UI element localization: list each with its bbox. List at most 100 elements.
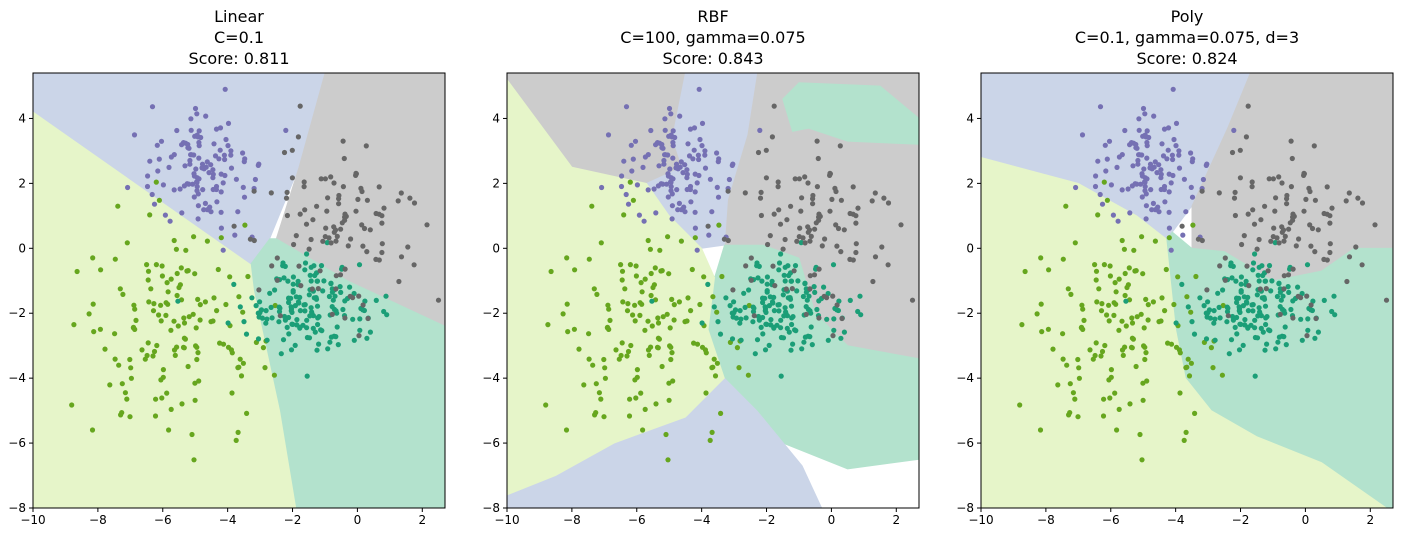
scatter-point — [1243, 299, 1250, 305]
scatter-point — [173, 246, 179, 252]
scatter-point — [670, 143, 676, 149]
scatter-point — [707, 437, 713, 443]
scatter-point — [792, 263, 799, 269]
scatter-point — [1229, 149, 1236, 156]
scatter-point — [1114, 164, 1120, 170]
scatter-point — [367, 227, 373, 233]
scatter-point — [297, 308, 303, 314]
scatter-point — [283, 127, 289, 133]
scatter-point — [778, 325, 784, 331]
scatter-point — [777, 221, 784, 227]
scatter-point — [788, 203, 794, 209]
scatter-point — [1233, 278, 1239, 284]
scatter-point — [776, 207, 782, 213]
plot-title-line: Score: 0.843 — [662, 49, 763, 68]
scatter-point — [280, 337, 287, 343]
scatter-point — [599, 184, 605, 191]
scatter-point — [1245, 103, 1251, 109]
scatter-point — [1226, 351, 1232, 357]
scatter-point — [1264, 341, 1270, 347]
scatter-point — [1250, 302, 1256, 308]
scatter-point — [285, 278, 291, 284]
scatter-point — [1191, 331, 1198, 337]
scatter-point — [772, 283, 778, 289]
scatter-point — [336, 192, 342, 199]
scatter-point — [302, 267, 308, 273]
scatter-point — [572, 267, 578, 273]
scatter-point — [324, 240, 330, 246]
scatter-point — [214, 199, 220, 205]
scatter-point — [1281, 286, 1287, 292]
scatter-point — [732, 307, 739, 313]
scatter-point — [363, 143, 369, 149]
scatter-point — [589, 203, 595, 209]
scatter-point — [1079, 132, 1086, 138]
scatter-point — [122, 390, 128, 396]
scatter-point — [794, 238, 800, 244]
scatter-point — [1065, 286, 1071, 292]
scatter-point — [691, 147, 697, 153]
scatter-point — [807, 334, 813, 340]
scatter-point — [838, 335, 844, 341]
scatter-point — [1158, 171, 1164, 177]
scatter-point — [320, 238, 326, 244]
scatter-point — [320, 288, 326, 294]
scatter-point — [665, 171, 671, 177]
scatter-point — [1173, 120, 1180, 126]
scatter-point — [329, 311, 335, 317]
scatter-point — [329, 289, 335, 295]
scatter-point — [834, 302, 840, 308]
scatter-point — [563, 427, 570, 433]
scatter-point — [1284, 201, 1290, 207]
scatter-point — [304, 325, 310, 331]
scatter-point — [1290, 266, 1296, 272]
scatter-point — [1252, 373, 1258, 379]
scatter-point — [1250, 260, 1257, 266]
scatter-point — [308, 236, 314, 243]
scatter-point — [706, 232, 712, 238]
scatter-point — [620, 299, 626, 305]
scatter-point — [780, 246, 786, 252]
scatter-point — [811, 284, 817, 290]
scatter-point — [814, 184, 821, 190]
scatter-point — [1241, 294, 1247, 300]
scatter-point — [325, 195, 331, 201]
scatter-point — [197, 302, 203, 308]
scatter-point — [1175, 274, 1181, 280]
scatter-point — [168, 276, 174, 282]
scatter-point — [1176, 148, 1182, 154]
scatter-point — [1092, 262, 1098, 268]
scatter-point — [799, 195, 805, 201]
scatter-point — [805, 229, 811, 235]
scatter-point — [345, 243, 351, 249]
x-tick-label: −10 — [20, 513, 45, 527]
scatter-point — [220, 180, 226, 186]
scatter-point — [1112, 390, 1118, 396]
scatter-point — [790, 341, 796, 347]
scatter-point — [74, 268, 80, 275]
scatter-point — [801, 339, 807, 345]
scatter-point — [841, 329, 848, 335]
scatter-point — [696, 172, 702, 179]
subplot-rbf: RBF C=100, gamma=0.075 Score: 0.843 −10−… — [482, 7, 920, 527]
scatter-point — [1142, 175, 1148, 181]
scatter-point — [678, 159, 684, 165]
scatter-point — [716, 156, 722, 162]
scatter-point — [1225, 313, 1231, 319]
scatter-point — [167, 218, 173, 224]
scatter-point — [357, 316, 363, 322]
scatter-point — [1203, 162, 1209, 168]
y-tick-label: 2 — [18, 176, 26, 190]
scatter-point — [1152, 238, 1158, 244]
scatter-point — [628, 342, 634, 349]
scatter-point — [302, 207, 308, 213]
scatter-point — [634, 367, 641, 373]
scatter-point — [1099, 348, 1106, 355]
scatter-point — [340, 138, 346, 144]
scatter-point — [640, 427, 646, 433]
scatter-point — [669, 203, 676, 209]
scatter-point — [139, 347, 145, 353]
scatter-point — [292, 342, 298, 348]
scatter-point — [147, 158, 153, 164]
scatter-point — [649, 298, 655, 304]
